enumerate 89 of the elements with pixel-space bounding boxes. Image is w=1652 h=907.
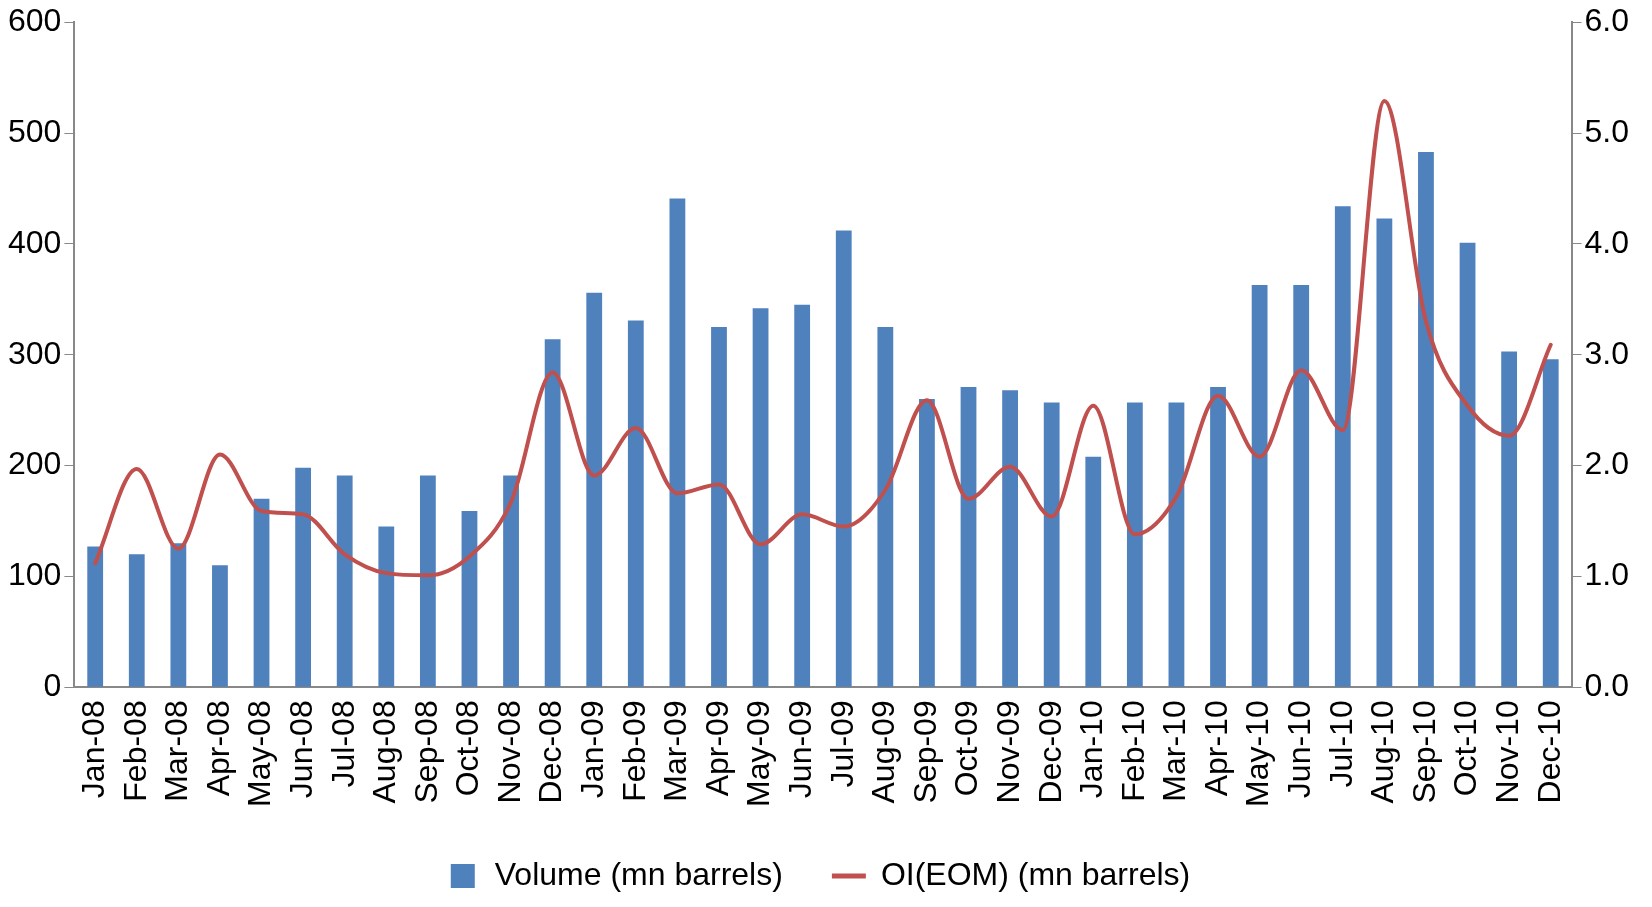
bar <box>295 467 312 687</box>
bar <box>835 230 852 687</box>
x-tick-label: Jun-09 <box>781 700 818 799</box>
x-tick-label: Jul-08 <box>324 700 361 788</box>
bar <box>212 565 228 687</box>
x-tick-label: Sep-10 <box>1405 700 1442 804</box>
x-tick-label: Oct-08 <box>449 700 486 797</box>
bar <box>1126 402 1143 687</box>
legend-label: Volume (mn barrels) <box>494 855 783 892</box>
bar <box>877 327 894 687</box>
x-tick-label: Aug-08 <box>366 700 403 804</box>
x-tick-label: Apr-08 <box>199 700 236 797</box>
legend-label: OI(EOM) (mn barrels) <box>880 855 1191 892</box>
bar <box>627 320 644 687</box>
y2-tick-label: 3.0 <box>1584 334 1629 371</box>
x-tick-label: Nov-09 <box>989 700 1026 804</box>
x-tick-label: Mar-09 <box>657 700 694 802</box>
y2-tick-label: 1.0 <box>1584 556 1629 593</box>
x-tick-label: May-10 <box>1239 700 1276 807</box>
bar <box>128 554 145 687</box>
x-tick-label: Oct-10 <box>1447 700 1484 797</box>
bar <box>960 386 977 687</box>
bar <box>1501 351 1518 687</box>
x-tick-label: Apr-09 <box>698 700 735 797</box>
x-tick-label: Apr-10 <box>1197 700 1234 797</box>
y-tick-label: 600 <box>8 2 62 39</box>
bar <box>1210 386 1226 687</box>
x-tick-label: May-09 <box>740 700 777 807</box>
bar <box>919 399 935 687</box>
y-tick-label: 200 <box>8 445 62 482</box>
bar <box>1542 359 1559 687</box>
bar <box>1002 390 1018 687</box>
x-tick-label: Jan-09 <box>574 700 611 799</box>
x-tick-label: Oct-09 <box>948 700 985 797</box>
bar <box>752 308 769 687</box>
y-tick-label: 100 <box>8 556 62 593</box>
x-tick-label: Jul-10 <box>1322 700 1359 788</box>
y-tick-label: 500 <box>8 112 62 149</box>
bar <box>87 546 104 687</box>
bar <box>461 511 478 687</box>
x-tick-label: Jan-10 <box>1073 700 1110 799</box>
y2-tick-label: 5.0 <box>1584 112 1629 149</box>
x-tick-label: Jan-08 <box>75 700 112 799</box>
bar <box>794 304 811 687</box>
x-tick-label: Sep-09 <box>906 700 943 804</box>
x-tick-label: May-08 <box>241 700 278 807</box>
x-tick-label: Jul-09 <box>823 700 860 788</box>
x-tick-label: Aug-09 <box>865 700 902 804</box>
y-tick-label: 300 <box>8 334 62 371</box>
x-tick-label: Nov-08 <box>490 700 527 804</box>
y-tick-label: 400 <box>8 223 62 260</box>
bar <box>503 475 519 687</box>
bar <box>419 475 436 687</box>
y2-tick-label: 0.0 <box>1584 667 1629 704</box>
x-tick-label: Sep-08 <box>407 700 444 804</box>
x-tick-label: Feb-08 <box>116 700 153 802</box>
x-tick-label: Feb-09 <box>615 700 652 802</box>
x-tick-label: Jun-10 <box>1281 700 1318 799</box>
y-tick-label: 0 <box>43 667 62 704</box>
x-tick-label: Feb-10 <box>1114 700 1151 802</box>
x-tick-label: Aug-10 <box>1364 700 1401 804</box>
bar <box>1085 456 1102 687</box>
bar <box>1168 402 1185 687</box>
x-tick-label: Dec-09 <box>1031 700 1068 804</box>
bar <box>1376 218 1393 687</box>
bar <box>1334 206 1351 687</box>
bar <box>1418 151 1434 687</box>
x-tick-label: Mar-08 <box>158 700 195 802</box>
bar <box>170 543 187 687</box>
bar <box>1043 402 1060 687</box>
x-tick-label: Dec-10 <box>1530 700 1567 804</box>
bar <box>586 292 603 687</box>
bar <box>711 327 727 687</box>
x-tick-label: Jun-08 <box>282 700 319 799</box>
bar <box>336 475 353 687</box>
y2-tick-label: 2.0 <box>1584 445 1629 482</box>
y2-tick-label: 4.0 <box>1584 223 1629 260</box>
bar <box>1293 284 1310 687</box>
bar <box>544 339 561 687</box>
bar <box>253 498 270 687</box>
bar <box>378 526 395 687</box>
bar <box>1459 242 1476 687</box>
line-series <box>93 98 1553 578</box>
x-tick-label: Nov-10 <box>1488 700 1525 804</box>
x-tick-label: Mar-10 <box>1156 700 1193 802</box>
bar <box>1251 284 1268 687</box>
bar <box>669 198 686 687</box>
y2-tick-label: 6.0 <box>1584 2 1629 39</box>
x-tick-label: Dec-08 <box>532 700 569 804</box>
